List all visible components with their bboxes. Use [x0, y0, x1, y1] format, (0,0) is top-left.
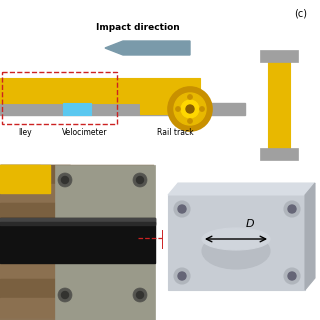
Circle shape	[58, 288, 72, 302]
Bar	[0, 203, 70, 222]
Circle shape	[133, 173, 147, 187]
Bar	[0, 165, 155, 184]
Bar	[0, 222, 155, 225]
Circle shape	[137, 177, 143, 183]
Bar	[260, 148, 298, 160]
Bar	[0, 241, 155, 260]
Circle shape	[174, 201, 190, 217]
Bar	[0, 260, 70, 279]
Bar	[0, 241, 70, 260]
Circle shape	[199, 107, 204, 111]
Circle shape	[137, 292, 143, 299]
Bar	[0, 165, 155, 320]
Circle shape	[175, 107, 180, 111]
Text: D: D	[246, 219, 254, 229]
Bar	[0, 0, 245, 165]
Circle shape	[284, 201, 300, 217]
Circle shape	[168, 87, 212, 131]
Bar	[140, 100, 198, 114]
Bar	[0, 218, 155, 263]
Circle shape	[288, 205, 296, 213]
Polygon shape	[305, 183, 315, 290]
Bar	[245, 0, 320, 165]
Polygon shape	[168, 183, 315, 195]
Bar	[0, 165, 70, 184]
Circle shape	[61, 177, 68, 183]
Text: (c): (c)	[294, 8, 307, 18]
Bar	[0, 165, 40, 181]
Bar	[0, 203, 155, 222]
Ellipse shape	[202, 228, 270, 250]
Text: lley: lley	[18, 128, 32, 137]
Bar	[0, 78, 200, 103]
FancyArrow shape	[105, 41, 190, 55]
Circle shape	[61, 292, 68, 299]
Bar	[0, 298, 155, 317]
Text: Impact direction: Impact direction	[96, 23, 180, 33]
Bar	[268, 55, 290, 150]
Circle shape	[284, 268, 300, 284]
Circle shape	[181, 100, 199, 118]
Bar	[0, 184, 155, 203]
Bar	[0, 218, 155, 224]
Bar	[0, 279, 70, 298]
Bar	[63, 103, 91, 115]
Bar	[0, 222, 70, 241]
Circle shape	[186, 105, 194, 113]
Text: Velocimeter: Velocimeter	[62, 128, 108, 137]
Circle shape	[58, 173, 72, 187]
Bar	[260, 50, 298, 62]
Ellipse shape	[202, 233, 270, 269]
Circle shape	[188, 94, 193, 100]
Bar	[155, 165, 320, 320]
Circle shape	[288, 272, 296, 280]
Bar	[0, 222, 155, 241]
Bar	[2, 72, 117, 124]
Bar	[0, 184, 70, 203]
Bar	[0, 279, 155, 298]
Circle shape	[133, 288, 147, 302]
Polygon shape	[168, 195, 305, 290]
Bar	[0, 103, 245, 115]
Bar	[55, 165, 155, 320]
Bar	[0, 260, 155, 279]
Circle shape	[178, 272, 186, 280]
Circle shape	[188, 118, 193, 124]
Circle shape	[178, 205, 186, 213]
Circle shape	[174, 93, 206, 125]
Circle shape	[174, 268, 190, 284]
Bar	[0, 298, 70, 317]
Bar	[0, 165, 50, 193]
Text: Rail track: Rail track	[157, 128, 193, 137]
